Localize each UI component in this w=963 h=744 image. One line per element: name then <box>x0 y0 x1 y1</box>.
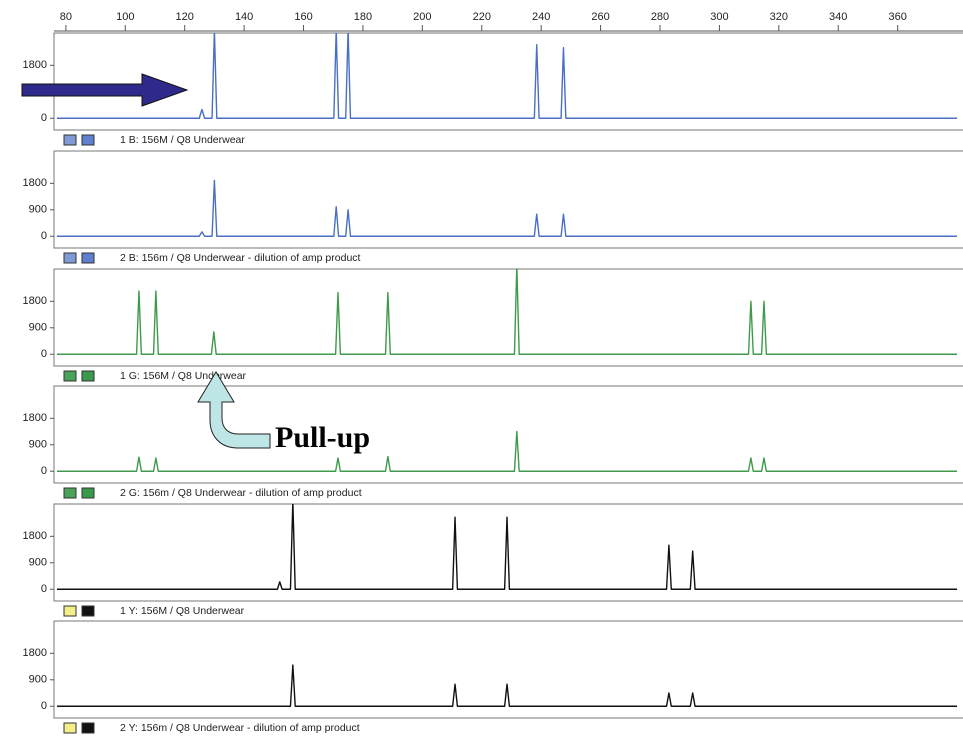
y-tick-label: 900 <box>29 439 47 451</box>
y-tick-label: 1800 <box>23 59 47 71</box>
panel-frame <box>53 385 963 484</box>
trace <box>56 664 958 707</box>
panel-frame <box>53 268 963 367</box>
y-tick-label: 1800 <box>23 412 47 424</box>
trace <box>56 430 958 472</box>
panel-caption: 1 Y: 156M / Q8 Underwear <box>120 605 245 617</box>
x-tick-label: 140 <box>235 11 253 23</box>
panel-frame <box>53 620 963 719</box>
channel-swatch <box>63 134 77 146</box>
panel-caption: 2 B: 156m / Q8 Underwear - dilution of a… <box>120 252 361 264</box>
x-tick-label: 320 <box>770 11 788 23</box>
channel-swatch <box>63 605 77 617</box>
x-tick-label: 180 <box>354 11 372 23</box>
x-tick-label: 220 <box>473 11 491 23</box>
y-tick-label: 1800 <box>23 177 47 189</box>
y-tick-label: 0 <box>41 583 47 595</box>
panel-caption: 1 G: 156M / Q8 Underwear <box>120 370 247 382</box>
panel-caption: 2 G: 156m / Q8 Underwear - dilution of a… <box>120 487 362 499</box>
x-tick-label: 360 <box>888 11 906 23</box>
y-tick-label: 1800 <box>23 647 47 659</box>
x-tick-label: 160 <box>294 11 312 23</box>
y-tick-label: 0 <box>41 230 47 242</box>
panel-caption: 2 Y: 156m / Q8 Underwear - dilution of a… <box>120 722 360 734</box>
channel-swatch <box>63 487 77 499</box>
trace <box>56 33 958 119</box>
x-tick-label: 120 <box>176 11 194 23</box>
panel-caption: 1 B: 156M / Q8 Underwear <box>120 134 245 146</box>
channel-swatch <box>63 252 77 264</box>
channel-swatch <box>81 722 95 734</box>
y-tick-label: 1800 <box>23 295 47 307</box>
y-tick-label: 900 <box>29 557 47 569</box>
trace <box>56 179 958 237</box>
channel-swatch <box>81 605 95 617</box>
panel-frame <box>53 503 963 602</box>
x-tick-label: 280 <box>651 11 669 23</box>
channel-swatch <box>81 134 95 146</box>
pull-up-arrow <box>197 371 271 449</box>
channel-swatch <box>63 722 77 734</box>
channel-swatch <box>81 487 95 499</box>
x-tick-label: 80 <box>60 11 72 23</box>
channel-swatch <box>63 370 77 382</box>
x-tick-label: 100 <box>116 11 134 23</box>
panel-frame <box>53 150 963 249</box>
x-tick-label: 200 <box>413 11 431 23</box>
y-tick-label: 900 <box>29 674 47 686</box>
channel-swatch <box>81 370 95 382</box>
trace <box>56 269 958 355</box>
arrow <box>21 73 189 107</box>
y-tick-label: 0 <box>41 700 47 712</box>
pull-up-label: Pull-up <box>275 421 370 454</box>
y-tick-label: 0 <box>41 465 47 477</box>
trace <box>56 504 958 590</box>
x-tick-label: 260 <box>591 11 609 23</box>
y-tick-label: 900 <box>29 204 47 216</box>
y-tick-label: 900 <box>29 322 47 334</box>
y-tick-label: 0 <box>41 348 47 360</box>
x-tick-label: 240 <box>532 11 550 23</box>
channel-swatch <box>81 252 95 264</box>
y-tick-label: 1800 <box>23 530 47 542</box>
x-tick-label: 300 <box>710 11 728 23</box>
y-tick-label: 0 <box>41 112 47 124</box>
panel-frame <box>53 32 963 131</box>
x-tick-label: 340 <box>829 11 847 23</box>
